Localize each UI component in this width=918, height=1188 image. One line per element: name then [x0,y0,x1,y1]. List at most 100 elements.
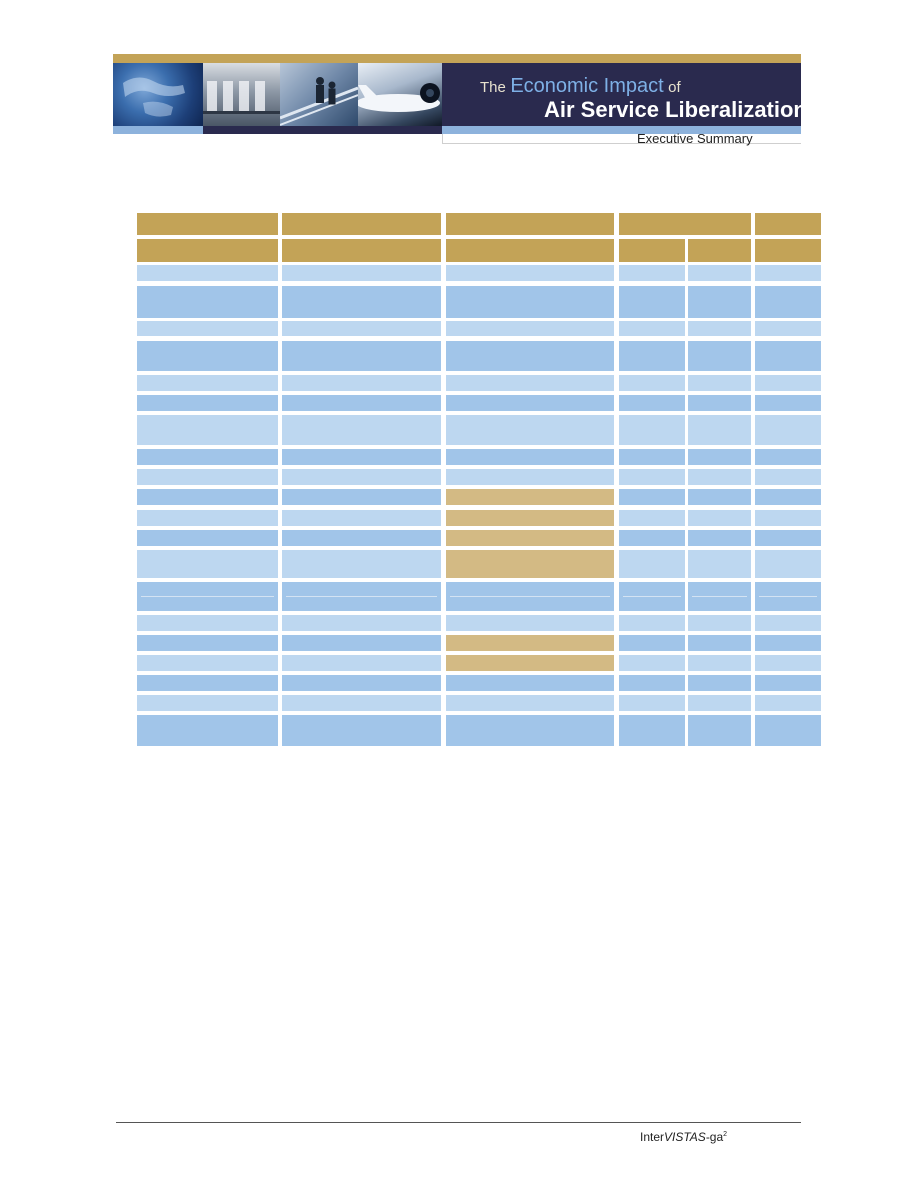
table-cell [282,375,441,391]
table-cell [137,415,278,445]
table-cell [688,265,751,281]
table-cell [446,341,614,371]
table-cell [137,489,278,505]
table-cell [137,265,278,281]
table-cell [282,265,441,281]
table-header-cell [282,239,441,262]
table-cell [688,615,751,631]
table-header-cell [688,239,751,262]
table-cell [688,582,751,611]
table-cell [446,395,614,411]
table-cell [282,550,441,578]
table-cell [755,321,821,336]
table-cell [688,341,751,371]
table-cell [619,489,685,505]
table-cell [619,655,685,671]
table-cell [688,655,751,671]
table-cell [619,615,685,631]
table-header-cell [446,239,614,262]
table-cell [137,615,278,631]
table-cell [137,321,278,336]
table-cell [688,489,751,505]
table-cell [137,449,278,465]
table-cell [619,582,685,611]
table-cell [619,530,685,546]
table-cell [755,415,821,445]
section-subtitle: Executive Summary [637,131,753,146]
table-cell [137,695,278,711]
table-cell [688,415,751,445]
airplane-image [358,63,442,126]
table-cell [755,582,821,611]
table-cell [137,395,278,411]
table-cell [755,695,821,711]
banner-dark-strip [203,126,442,134]
table-cell [137,530,278,546]
table-cell [755,395,821,411]
table-header-cell [619,239,685,262]
table-cell [282,695,441,711]
table-cell [688,715,751,746]
table-cell [619,469,685,485]
title-panel: The Economic Impact of Air Service Liber… [442,63,807,126]
table-cell [446,489,614,505]
table-cell [282,715,441,746]
table-cell [137,375,278,391]
table-cell [755,469,821,485]
table-cell [446,635,614,651]
table-cell [282,655,441,671]
table-cell [688,375,751,391]
title-suffix: of [668,79,681,96]
table-cell [688,695,751,711]
footer-brand: InterVISTAS-ga2 [640,1130,727,1144]
table-cell [137,655,278,671]
table-cell [137,550,278,578]
brand-part1: Inter [640,1130,665,1144]
table-cell [688,675,751,691]
table-cell [755,675,821,691]
table-cell [755,615,821,631]
table-cell [755,449,821,465]
table-cell [619,395,685,411]
table-cell [282,395,441,411]
table-cell [446,449,614,465]
table-cell [282,635,441,651]
table-cell [755,489,821,505]
table-cell [619,286,685,318]
title-main: Economic Impact [510,75,664,97]
banner-blue-strip-left [113,126,442,134]
table-cell [619,341,685,371]
table-cell [755,265,821,281]
table-cell [619,510,685,526]
table-cell [137,582,278,611]
table-cell [137,635,278,651]
table-cell [688,510,751,526]
table-cell [282,415,441,445]
data-table [137,213,821,746]
table-cell [688,550,751,578]
footer-rule [116,1122,801,1123]
table-cell [446,286,614,318]
table-cell [137,469,278,485]
table-cell [755,530,821,546]
table-cell [688,530,751,546]
table-cell [755,550,821,578]
banner-rule-horizontal [442,143,801,144]
table-cell [137,675,278,691]
table-cell [688,635,751,651]
table-cell [755,635,821,651]
table-cell [446,695,614,711]
table-header-cell [755,213,821,235]
table-cell [446,655,614,671]
brand-part3: -ga [705,1130,724,1144]
brand-sup: 2 [723,1131,728,1138]
table-cell [282,341,441,371]
table-cell [446,375,614,391]
table-cell [619,675,685,691]
table-cell [446,550,614,578]
globe-image [113,63,203,126]
table-cell [282,286,441,318]
table-cell [688,321,751,336]
table-cell [446,265,614,281]
table-cell [446,615,614,631]
